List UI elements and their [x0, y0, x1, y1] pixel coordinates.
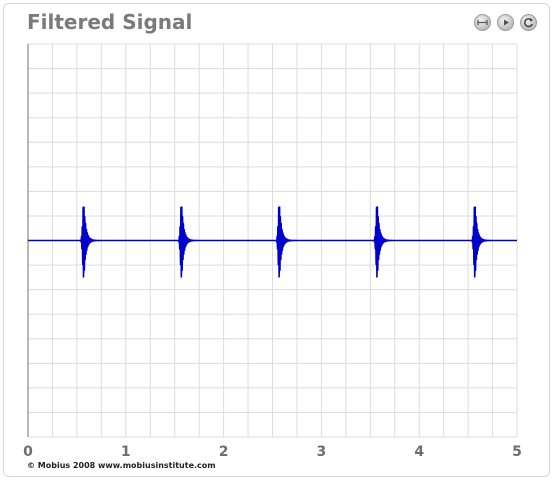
signal-line: [27, 206, 518, 278]
play-icon: [504, 19, 509, 26]
x-tick-label: 0: [23, 444, 33, 460]
x-tick-label: 5: [512, 444, 522, 460]
play-button[interactable]: [497, 14, 514, 31]
reset-icon: [524, 18, 534, 28]
fit-width-button[interactable]: [474, 14, 491, 31]
chart-title: Filtered Signal: [27, 10, 193, 34]
x-tick-label: 2: [219, 444, 229, 460]
x-tick-label: 4: [414, 444, 424, 460]
copyright-notice: © Mobius 2008 www.mobiusinstitute.com: [27, 461, 216, 470]
x-tick-label: 3: [317, 444, 327, 460]
reset-button[interactable]: [520, 14, 537, 31]
horizontal-fit-icon: [477, 20, 488, 25]
x-tick-label: 1: [121, 444, 131, 460]
